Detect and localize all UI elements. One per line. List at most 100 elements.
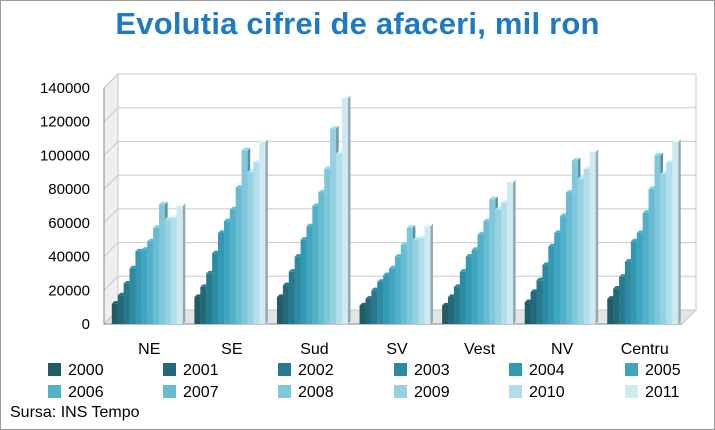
bar [235, 187, 242, 324]
bar [341, 98, 348, 324]
bar [536, 280, 543, 324]
bar [300, 239, 307, 324]
legend-label: 2008 [298, 384, 334, 401]
bar [453, 286, 460, 324]
legend-label: 2002 [298, 362, 334, 379]
x-tick-label: SE [221, 341, 242, 358]
bar-side [595, 149, 599, 324]
legend-label: 2004 [529, 362, 565, 379]
y-tick-label: 20000 [48, 282, 90, 299]
x-tick-label: Centru [621, 341, 669, 358]
bar [318, 192, 325, 324]
x-tick-label: Vest [464, 341, 496, 358]
bar [282, 285, 289, 324]
bar [229, 209, 236, 324]
bar [613, 288, 620, 324]
legend-label: 2003 [414, 362, 450, 379]
bar-side [265, 139, 268, 324]
bar [288, 271, 295, 324]
bar-top [571, 157, 581, 161]
bar [412, 239, 419, 324]
bar [335, 153, 342, 324]
legend-swatch [394, 363, 407, 376]
gridline [103, 73, 696, 89]
bar [206, 273, 213, 324]
bar [253, 162, 260, 324]
bar [359, 305, 366, 324]
bar [394, 256, 401, 324]
chart-side-wall [103, 72, 119, 326]
bar [200, 286, 207, 324]
legend-swatch [48, 363, 61, 376]
bar-top [489, 196, 498, 200]
bar-top [654, 152, 664, 156]
bar-top [176, 203, 186, 206]
bar [589, 152, 596, 324]
bar [306, 226, 313, 324]
bar-top [241, 147, 251, 151]
legend-label: 2007 [183, 384, 219, 401]
legend-label: 2006 [68, 384, 104, 401]
gridline [103, 107, 696, 123]
bar [630, 241, 637, 324]
x-tick-label: NE [138, 341, 160, 358]
bar [218, 232, 225, 324]
bar-side [678, 139, 681, 324]
bar [577, 179, 584, 324]
bar [565, 192, 572, 324]
bar-side [182, 203, 186, 324]
bar [442, 305, 449, 324]
bar-top [672, 139, 681, 142]
legend-swatch [163, 385, 176, 398]
legend-swatch [278, 385, 291, 398]
x-tick-label: NV [551, 341, 574, 358]
source-note: Sursa: INS Tempo [10, 404, 140, 421]
y-tick-label: 100000 [40, 147, 90, 164]
bar [153, 227, 160, 324]
bar [223, 221, 230, 324]
bar [194, 297, 201, 324]
bar [129, 268, 136, 324]
bar [135, 251, 142, 324]
bar [312, 206, 319, 324]
y-tick-label: 60000 [48, 215, 90, 232]
legend-label: 2009 [414, 384, 450, 401]
bar [495, 209, 502, 324]
bar [619, 276, 626, 324]
bar [530, 291, 537, 324]
legend-swatch [625, 385, 638, 398]
bar [583, 168, 590, 324]
chart-title: Evolutia cifrei de afaceri, mil ron [115, 6, 600, 41]
legend-label: 2000 [68, 362, 104, 379]
legend-swatch [509, 363, 522, 376]
bar-top [424, 223, 434, 227]
bar-top [259, 139, 268, 142]
bar [276, 297, 283, 324]
bar [571, 160, 578, 324]
bar [636, 232, 643, 324]
legend-label: 2011 [645, 384, 680, 401]
y-tick-label: 120000 [40, 114, 90, 131]
legend-label: 2005 [645, 362, 681, 379]
bar [477, 234, 484, 324]
bar [259, 141, 266, 324]
bar [330, 128, 337, 324]
bar [147, 241, 154, 324]
bar [465, 256, 472, 324]
bar [666, 162, 673, 324]
bar [524, 302, 531, 324]
legend-swatch [48, 385, 61, 398]
legend-label: 2001 [183, 362, 219, 379]
y-tick-label: 140000 [40, 80, 90, 97]
y-tick-label: 80000 [48, 181, 90, 198]
bar-top [330, 125, 339, 129]
bar [483, 221, 490, 324]
bar [406, 227, 413, 324]
legend-swatch [625, 363, 638, 376]
bar [294, 256, 301, 324]
bar [607, 298, 614, 324]
bar-side [347, 95, 351, 324]
bar [176, 206, 183, 324]
bar [371, 290, 378, 324]
